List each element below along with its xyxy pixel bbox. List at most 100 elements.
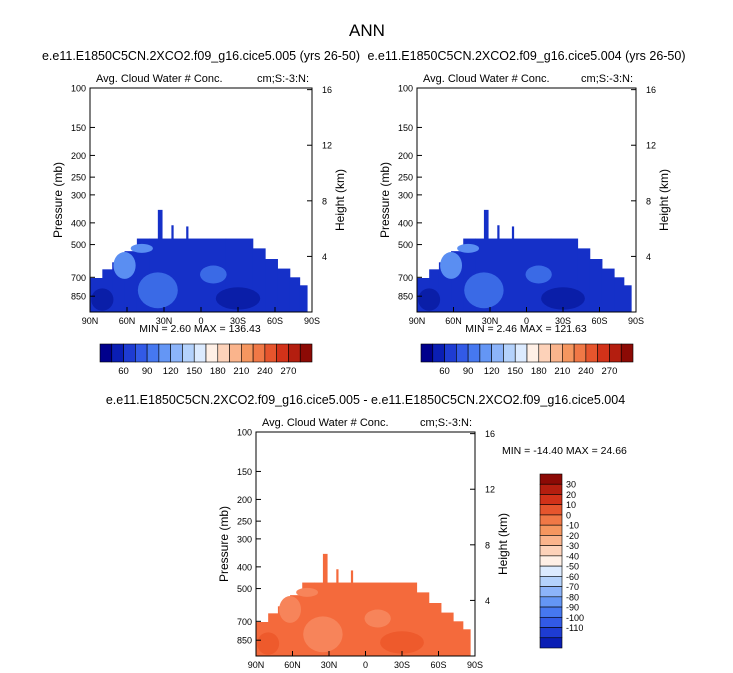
colorbar-box-14 [539, 616, 563, 628]
colorbar-box-13 [252, 343, 266, 363]
latitude-tick-label-4: 30S [555, 316, 571, 326]
colorbar-box-5 [539, 524, 563, 536]
y-axis-label: Pressure (mb) [217, 506, 231, 582]
panel-left-title: Avg. Cloud Water # Conc. [96, 73, 223, 85]
pressure-tick-label-1: 150 [71, 123, 86, 133]
pressure-tick-label-5: 400 [398, 218, 413, 228]
y-axis-label: Pressure (mb) [51, 162, 65, 238]
field-shade-b [113, 252, 136, 279]
colorbar-label-5: -20 [566, 531, 579, 541]
height-tick-label-0: 4 [646, 252, 651, 262]
pressure-tick-label-7: 700 [398, 273, 413, 283]
colorbar-label-14: -110 [566, 623, 583, 633]
field-spike-1 [171, 225, 174, 240]
colorbar-label-10: -70 [566, 582, 579, 592]
field-column-10 [453, 621, 464, 656]
field-spike-0 [483, 209, 489, 240]
field-shade-c [364, 609, 391, 628]
pressure-tick-label-3: 250 [237, 517, 252, 527]
colorbar-label-1: 90 [142, 366, 153, 377]
field-column-11 [462, 629, 471, 656]
height-tick-label-3: 16 [646, 85, 656, 95]
panel-title: e.e11.E1850C5CN.2XCO2.f09_g16.cice5.005 … [106, 393, 625, 407]
colorbar-label-0: 30 [566, 480, 576, 490]
colorbar-box-1 [111, 343, 124, 363]
panel-right-title: cm;S:-3:N: [257, 73, 309, 85]
pressure-tick-label-0: 100 [398, 84, 413, 94]
pressure-tick-label-0: 100 [237, 428, 252, 438]
pressure-tick-label-3: 250 [398, 173, 413, 183]
data-field [90, 209, 308, 312]
pressure-tick-label-5: 400 [237, 562, 252, 572]
colorbar-label-6: 240 [257, 366, 273, 377]
pressure-tick-label-7: 700 [237, 617, 252, 627]
latitude-tick-label-0: 90N [409, 316, 426, 326]
y2-axis-label: Height (km) [496, 513, 510, 575]
colorbar-label-1: 90 [463, 366, 474, 377]
colorbar-label-2: 120 [163, 366, 179, 377]
latitude-tick-label-4: 30S [394, 660, 410, 670]
colorbar-label-5: 210 [554, 366, 570, 377]
height-tick-label-1: 8 [646, 196, 651, 206]
colorbar-box-16 [539, 637, 563, 649]
latitude-tick-label-6: 90S [304, 316, 320, 326]
colorbar-label-0: 60 [118, 366, 129, 377]
latitude-tick-label-3: 0 [524, 316, 529, 326]
colorbar-label-7: 270 [602, 366, 618, 377]
pressure-tick-label-6: 500 [237, 584, 252, 594]
colorbar-box-4 [146, 343, 160, 363]
colorbar-box-8 [193, 343, 207, 363]
colorbar-box-16 [288, 343, 301, 363]
height-tick-label-1: 8 [322, 196, 327, 206]
latitude-tick-label-3: 0 [198, 316, 203, 326]
field-column-8 [428, 603, 442, 656]
chart-panel-2: e.e11.E1850C5CN.2XCO2.f09_g16.cice5.004 … [367, 49, 685, 377]
colorbar-box-9 [539, 565, 563, 577]
colorbar-label-13: -100 [566, 613, 584, 623]
colorbar-label-1: 20 [566, 490, 576, 500]
field-shade-d [457, 243, 480, 253]
colorbar-box-7 [503, 343, 516, 363]
data-field [417, 209, 632, 312]
field-spike-1 [336, 569, 339, 584]
colorbar-box-4 [467, 343, 481, 363]
pressure-tick-label-8: 850 [71, 292, 86, 302]
colorbar-box-2 [123, 343, 136, 363]
pressure-tick-label-8: 850 [237, 636, 252, 646]
colorbar-label-9: -60 [566, 572, 579, 582]
pressure-tick-label-0: 100 [71, 84, 86, 94]
pressure-tick-label-6: 500 [398, 240, 413, 250]
colorbar-box-5 [479, 343, 492, 363]
panel-right-title: cm;S:-3:N: [420, 417, 472, 429]
field-spike-0 [322, 553, 328, 584]
colorbar-box-6 [539, 535, 563, 546]
data-field [256, 553, 471, 656]
colorbar-label-2: 10 [566, 500, 576, 510]
field-shade-c [525, 265, 552, 284]
field-shade-a [137, 272, 178, 309]
colorbar-box-8 [539, 555, 563, 567]
colorbar-box-10 [217, 343, 230, 363]
colorbar-box-6 [170, 343, 183, 363]
pressure-tick-label-4: 300 [71, 190, 86, 200]
pressure-tick-label-7: 700 [71, 273, 86, 283]
stats-text: MIN = 2.46 MAX = 121.63 [465, 323, 587, 335]
height-tick-label-2: 12 [485, 485, 495, 495]
pressure-tick-label-2: 200 [237, 495, 252, 505]
colorbar-label-4: 180 [531, 366, 547, 377]
latitude-tick-label-0: 90N [82, 316, 99, 326]
colorbar-box-17 [620, 343, 634, 363]
colorbar-box-12 [539, 596, 563, 608]
colorbar-box-14 [264, 343, 277, 363]
colorbar: 60 90 120 150 180 210 240 270 [420, 343, 634, 377]
pressure-tick-label-4: 300 [237, 534, 252, 544]
pressure-tick-label-2: 200 [398, 151, 413, 161]
colorbar-box-14 [585, 343, 598, 363]
field-shade-e [541, 287, 585, 310]
pressure-tick-label-1: 150 [237, 467, 252, 477]
latitude-tick-label-6: 90S [467, 660, 483, 670]
colorbar-box-10 [539, 576, 563, 587]
stats-text: MIN = 2.60 MAX = 136.43 [139, 323, 261, 335]
colorbar-box-12 [562, 343, 575, 363]
